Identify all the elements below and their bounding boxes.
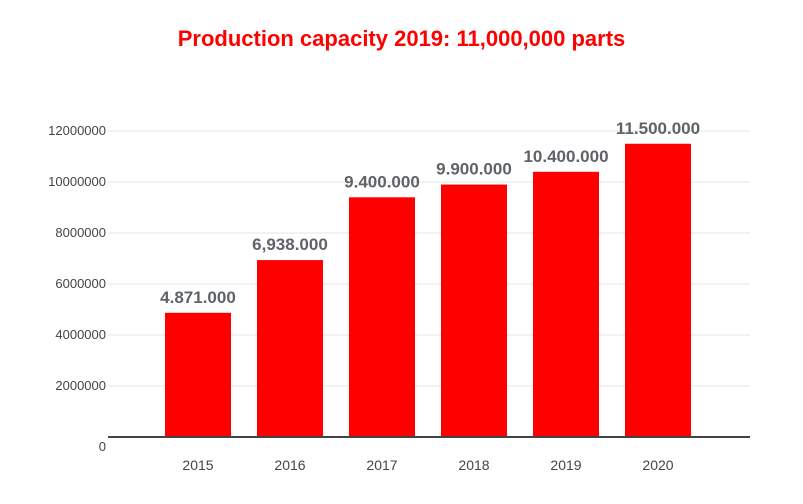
bar-2020 [625,143,691,437]
data-label-2017: 9.400.000 [344,172,420,191]
data-label-2015: 4.871.000 [160,288,236,307]
x-tick-label: 2020 [642,457,673,473]
y-tick-label: 2000000 [55,378,106,393]
data-labels: 4.871.000 6,938.000 9.400.000 9.900.000 10.4… [160,119,700,307]
x-tick-label: 2016 [274,457,305,473]
x-tick-label: 2017 [366,457,397,473]
x-axis-ticks: 2015 2016 2017 2018 2019 2020 [182,457,673,473]
bars [165,143,691,438]
y-tick-label: 10000000 [48,174,106,189]
y-tick-label: 0 [99,439,106,454]
bar-2015 [165,312,231,437]
data-label-2019: 10.400.000 [523,147,608,166]
y-tick-label: 8000000 [55,225,106,240]
data-label-2018: 9.900.000 [436,160,512,179]
x-tick-label: 2015 [182,457,213,473]
y-tick-label: 6000000 [55,276,106,291]
x-tick-label: 2019 [550,457,581,473]
y-tick-label: 4000000 [55,327,106,342]
bar-2016 [257,260,323,437]
chart-title: Production capacity 2019: 11,000,000 par… [177,26,626,51]
x-tick-label: 2018 [458,457,489,473]
bar-2017 [349,197,415,437]
data-label-2016: 6,938.000 [252,235,328,254]
y-axis-ticks: 0 2000000 4000000 6000000 8000000 10000000 120… [48,123,106,454]
bar-2018 [441,184,507,437]
bar-2019 [533,171,599,438]
y-tick-label: 12000000 [48,123,106,138]
data-label-2020: 11.500.000 [616,119,700,138]
